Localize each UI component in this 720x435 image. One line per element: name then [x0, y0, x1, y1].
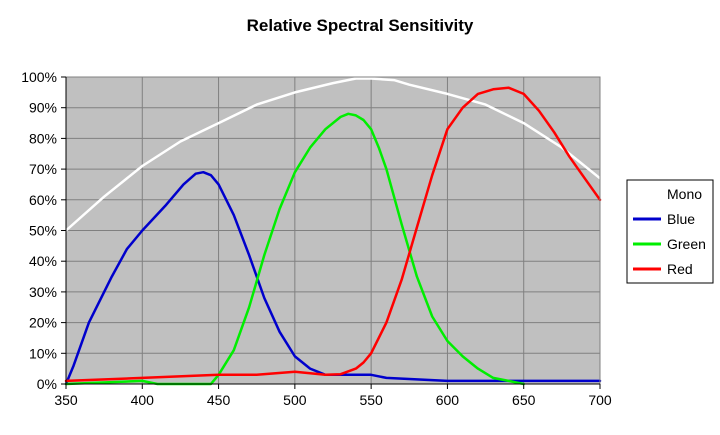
y-tick-label: 90% [29, 100, 57, 116]
legend: Mono Blue Green Red [626, 179, 714, 284]
y-tick-label: 40% [29, 253, 57, 269]
series-line-mono [64, 77, 602, 232]
chart-title: Relative Spectral Sensitivity [247, 16, 474, 35]
axes: 0% 10% 20% 30% 40% 50% 60% 70% 80% 90% 100% 350 400 4… [21, 69, 612, 408]
x-tick-label: 700 [588, 392, 612, 408]
x-tick-label: 500 [283, 392, 307, 408]
x-tick-label: 550 [359, 392, 383, 408]
y-tick-label: 0% [37, 376, 57, 392]
legend-label-mono: Mono [667, 186, 702, 202]
legend-label-red: Red [667, 261, 693, 277]
y-tick-label: 30% [29, 284, 57, 300]
legend-box [626, 179, 714, 284]
legend-label-green: Green [667, 236, 706, 252]
y-tick-label: 80% [29, 130, 57, 146]
series-line-green [64, 112, 525, 386]
x-tick-label: 350 [54, 392, 78, 408]
y-tick-label: 60% [29, 192, 57, 208]
x-tick-label: 400 [131, 392, 155, 408]
series-line-red [64, 86, 602, 383]
y-tick-label: 10% [29, 345, 57, 361]
legend-label-blue: Blue [667, 211, 695, 227]
y-tick-label: 70% [29, 161, 57, 177]
y-tick-label: 100% [21, 69, 57, 85]
y-tick-label: 50% [29, 223, 57, 239]
x-tick-label: 450 [207, 392, 231, 408]
series-layer [64, 77, 602, 386]
series-line-blue [64, 170, 602, 386]
x-tick-label: 650 [512, 392, 536, 408]
y-tick-label: 20% [29, 315, 57, 331]
x-tick-label: 600 [436, 392, 460, 408]
